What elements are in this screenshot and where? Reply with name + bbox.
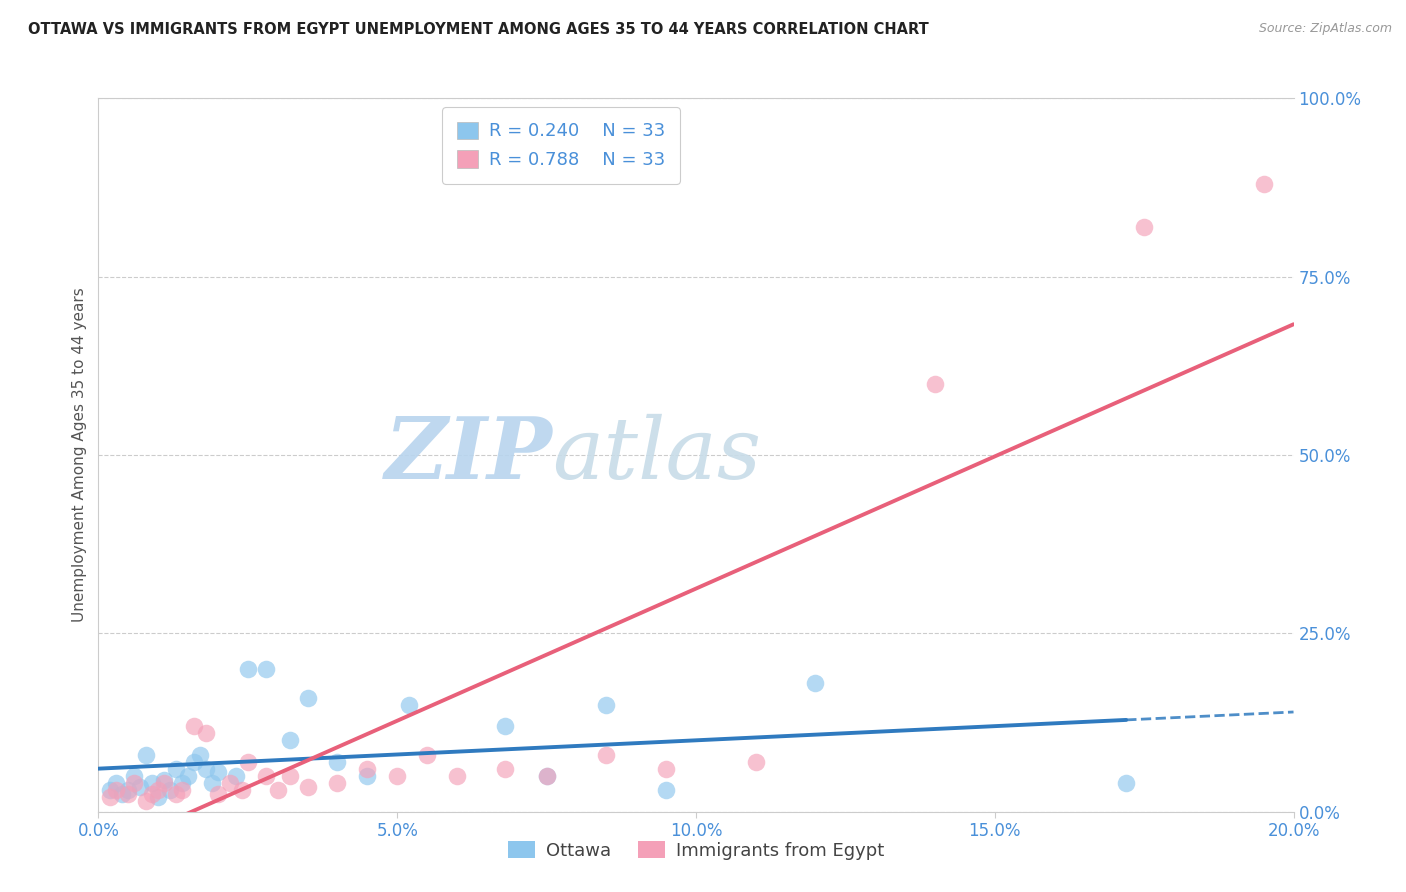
Point bbox=[278, 733, 301, 747]
Point bbox=[231, 783, 253, 797]
Point bbox=[105, 783, 128, 797]
Point bbox=[153, 776, 176, 790]
Point bbox=[326, 776, 349, 790]
Point bbox=[177, 769, 200, 783]
Point bbox=[595, 698, 617, 712]
Point bbox=[148, 790, 170, 805]
Point bbox=[117, 787, 139, 801]
Point bbox=[254, 769, 277, 783]
Point bbox=[1115, 776, 1137, 790]
Point bbox=[446, 769, 468, 783]
Point bbox=[494, 762, 516, 776]
Point bbox=[494, 719, 516, 733]
Y-axis label: Unemployment Among Ages 35 to 44 years: Unemployment Among Ages 35 to 44 years bbox=[72, 287, 87, 623]
Point bbox=[536, 769, 558, 783]
Point bbox=[141, 776, 163, 790]
Point bbox=[183, 719, 205, 733]
Point bbox=[236, 755, 259, 769]
Point bbox=[135, 747, 157, 762]
Point bbox=[536, 769, 558, 783]
Text: OTTAWA VS IMMIGRANTS FROM EGYPT UNEMPLOYMENT AMONG AGES 35 TO 44 YEARS CORRELATI: OTTAWA VS IMMIGRANTS FROM EGYPT UNEMPLOY… bbox=[28, 22, 929, 37]
Point bbox=[416, 747, 439, 762]
Point bbox=[117, 783, 139, 797]
Point bbox=[201, 776, 224, 790]
Point bbox=[188, 747, 211, 762]
Point bbox=[195, 762, 218, 776]
Point bbox=[195, 726, 218, 740]
Point bbox=[172, 776, 194, 790]
Legend: Ottawa, Immigrants from Egypt: Ottawa, Immigrants from Egypt bbox=[501, 834, 891, 867]
Point bbox=[153, 772, 176, 787]
Point bbox=[398, 698, 420, 712]
Point bbox=[148, 783, 170, 797]
Point bbox=[655, 762, 678, 776]
Point bbox=[804, 676, 827, 690]
Point bbox=[141, 787, 163, 801]
Point bbox=[745, 755, 768, 769]
Point bbox=[100, 783, 122, 797]
Point bbox=[183, 755, 205, 769]
Point bbox=[129, 780, 152, 794]
Point bbox=[100, 790, 122, 805]
Point bbox=[297, 780, 319, 794]
Text: atlas: atlas bbox=[553, 414, 762, 496]
Point bbox=[356, 769, 378, 783]
Point bbox=[111, 787, 134, 801]
Point bbox=[124, 769, 146, 783]
Point bbox=[105, 776, 128, 790]
Point bbox=[254, 662, 277, 676]
Text: ZIP: ZIP bbox=[385, 413, 553, 497]
Point bbox=[165, 787, 187, 801]
Point bbox=[225, 769, 247, 783]
Point bbox=[236, 662, 259, 676]
Point bbox=[219, 776, 242, 790]
Point bbox=[924, 376, 946, 391]
Point bbox=[356, 762, 378, 776]
Point bbox=[1133, 219, 1156, 234]
Point bbox=[278, 769, 301, 783]
Point bbox=[267, 783, 290, 797]
Text: Source: ZipAtlas.com: Source: ZipAtlas.com bbox=[1258, 22, 1392, 36]
Point bbox=[135, 794, 157, 808]
Point bbox=[297, 690, 319, 705]
Point bbox=[172, 783, 194, 797]
Point bbox=[1253, 177, 1275, 191]
Point bbox=[326, 755, 349, 769]
Point bbox=[124, 776, 146, 790]
Point bbox=[595, 747, 617, 762]
Point bbox=[385, 769, 409, 783]
Point bbox=[165, 762, 187, 776]
Point bbox=[159, 783, 181, 797]
Point bbox=[207, 765, 229, 780]
Point bbox=[655, 783, 678, 797]
Point bbox=[207, 787, 229, 801]
